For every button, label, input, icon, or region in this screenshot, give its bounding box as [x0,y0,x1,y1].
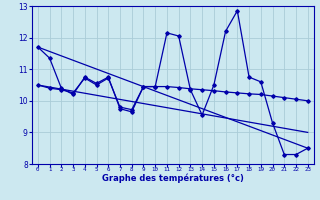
X-axis label: Graphe des températures (°c): Graphe des températures (°c) [102,174,244,183]
